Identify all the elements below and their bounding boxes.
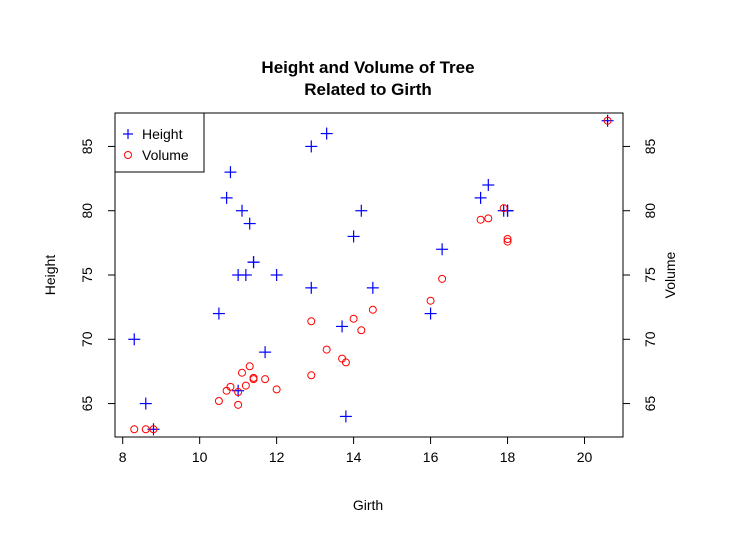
point-volume <box>349 314 358 323</box>
point-volume <box>226 382 235 391</box>
y2-axis-label: Volume <box>662 251 678 298</box>
point-height <box>339 410 352 423</box>
y2-tick-label: 65 <box>642 396 658 412</box>
point-height <box>139 397 152 410</box>
legend-label-volume: Volume <box>142 147 189 163</box>
y-tick-label: 70 <box>79 331 95 347</box>
point-height <box>320 127 333 140</box>
point-volume <box>261 375 270 384</box>
point-volume <box>249 373 258 382</box>
x-tick-label: 20 <box>577 449 593 465</box>
point-volume <box>272 385 281 394</box>
chart-subtitle: Related to Girth <box>304 80 432 99</box>
x-axis-label: Girth <box>353 497 383 513</box>
point-volume <box>307 317 316 326</box>
x-axis: 8 10 12 14 16 18 20 <box>119 436 593 465</box>
y-axis-left: 65 70 75 80 85 <box>79 138 116 412</box>
y2-tick-label: 80 <box>642 203 658 219</box>
point-volume <box>322 345 331 354</box>
point-volume <box>130 425 139 434</box>
point-volume <box>214 397 223 405</box>
point-volume <box>484 214 493 223</box>
point-volume <box>238 368 246 377</box>
point-height <box>220 191 233 204</box>
point-volume <box>503 237 512 246</box>
point-height <box>232 384 245 397</box>
y2-tick-label: 75 <box>642 267 658 283</box>
y-tick-label: 85 <box>79 138 95 154</box>
point-volume <box>357 326 366 335</box>
y-tick-label: 75 <box>79 267 95 283</box>
point-height <box>501 204 514 217</box>
point-volume <box>341 358 350 367</box>
point-volume <box>234 400 243 409</box>
point-volume <box>149 425 158 434</box>
point-height <box>305 140 318 153</box>
x-tick-label: 12 <box>269 449 285 465</box>
y-axis-right: 65 70 75 80 85 <box>622 138 658 412</box>
x-tick-label: 18 <box>500 449 516 465</box>
point-height <box>243 217 256 230</box>
data-points <box>128 114 614 436</box>
point-height <box>336 320 349 333</box>
point-volume <box>368 305 377 314</box>
point-height <box>601 114 614 127</box>
point-volume <box>603 116 612 125</box>
point-height <box>482 179 495 191</box>
point-height <box>347 230 360 243</box>
point-height <box>247 256 260 269</box>
legend-marker-height <box>123 129 133 139</box>
point-volume <box>426 296 435 305</box>
point-height <box>212 307 225 320</box>
point-volume <box>438 274 447 283</box>
point-volume <box>222 386 231 395</box>
y2-tick-label: 85 <box>642 138 658 154</box>
point-volume <box>503 235 512 243</box>
y2-tick-label: 70 <box>642 331 658 347</box>
x-tick-label: 16 <box>423 449 439 465</box>
point-height <box>259 346 272 359</box>
x-tick-label: 14 <box>346 449 362 465</box>
point-height <box>236 204 248 217</box>
point-volume <box>476 215 485 224</box>
y-tick-label: 65 <box>79 396 95 412</box>
x-tick-label: 8 <box>119 449 127 465</box>
point-height <box>270 269 283 281</box>
point-height <box>424 307 437 320</box>
chart-title: Height and Volume of Tree <box>261 58 474 77</box>
legend-box <box>114 112 205 173</box>
legend-marker-volume <box>124 151 132 159</box>
point-height <box>305 281 318 294</box>
point-volume <box>234 388 243 396</box>
point-volume <box>141 425 150 434</box>
point-volume <box>245 362 254 371</box>
x-tick-label: 10 <box>192 449 208 465</box>
legend: Height Volume <box>114 112 205 173</box>
point-volume <box>338 354 347 363</box>
y-tick-label: 80 <box>79 203 95 219</box>
point-height <box>366 281 379 294</box>
point-height <box>355 204 368 217</box>
point-height <box>224 166 237 179</box>
point-height <box>436 243 449 256</box>
y-axis-label: Height <box>42 255 58 296</box>
point-height <box>474 191 487 204</box>
point-height <box>239 269 252 281</box>
legend-label-height: Height <box>142 126 183 142</box>
point-height <box>128 333 141 346</box>
point-volume <box>499 204 508 213</box>
point-volume <box>241 381 250 390</box>
point-volume <box>307 371 316 380</box>
